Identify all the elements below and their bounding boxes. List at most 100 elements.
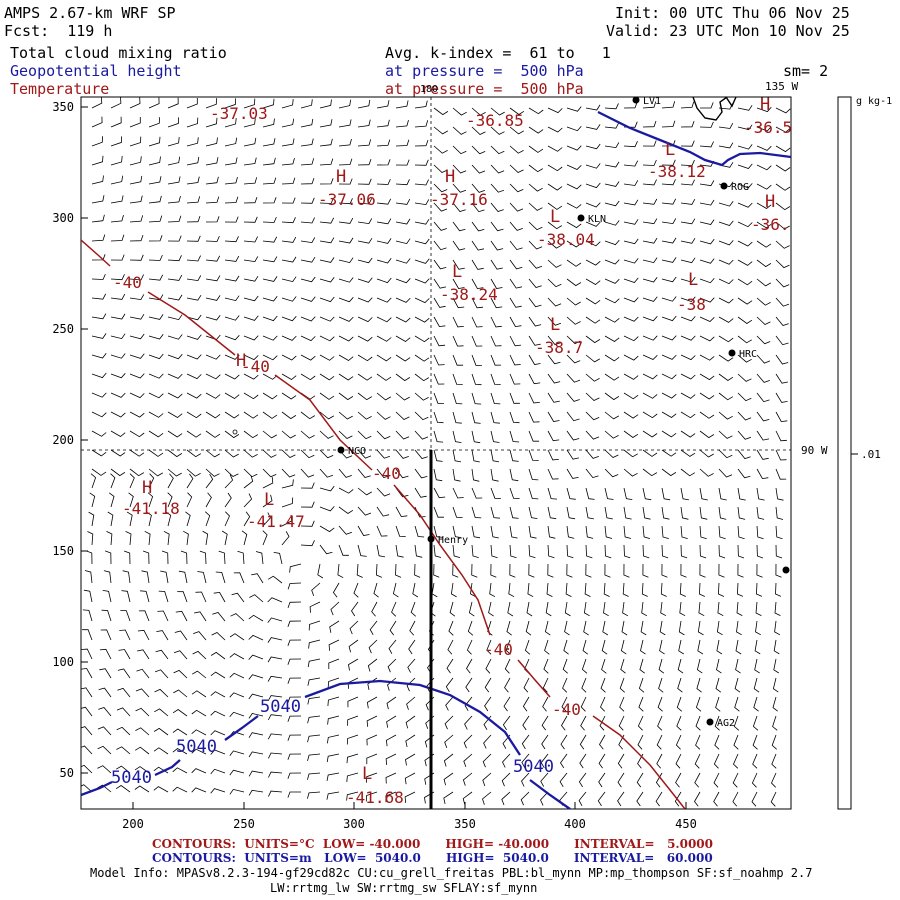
wind-barb bbox=[210, 691, 226, 698]
wind-barb bbox=[471, 430, 481, 444]
wind-barb bbox=[281, 411, 297, 420]
wind-barb bbox=[129, 117, 141, 128]
temperature-label: -41.18 bbox=[122, 499, 180, 518]
wind-barb bbox=[462, 791, 473, 805]
wind-barb bbox=[775, 430, 787, 442]
wind-barb bbox=[212, 612, 226, 622]
wind-barb bbox=[585, 278, 601, 285]
wind-barb bbox=[414, 487, 427, 498]
wind-barb bbox=[376, 449, 391, 459]
wind-barb bbox=[224, 468, 239, 477]
wind-barb bbox=[357, 297, 373, 303]
wind-barb bbox=[490, 240, 504, 251]
wind-barb bbox=[300, 449, 315, 459]
wind-barb bbox=[167, 137, 180, 147]
wind-barb bbox=[528, 354, 541, 365]
wind-barb bbox=[604, 335, 620, 342]
wind-barb bbox=[661, 449, 677, 457]
wind-barb bbox=[697, 639, 704, 655]
wind-barb bbox=[547, 335, 561, 345]
wind-barb bbox=[547, 259, 562, 268]
wind-barb bbox=[490, 183, 505, 193]
wind-barb bbox=[262, 354, 278, 361]
wind-barb bbox=[699, 297, 715, 303]
wind-barb bbox=[205, 392, 221, 399]
wind-barb bbox=[395, 258, 411, 264]
wind-barb bbox=[600, 696, 606, 712]
wind-barb bbox=[490, 373, 501, 385]
wind-barb bbox=[541, 715, 549, 731]
wind-barb bbox=[248, 693, 264, 700]
wind-barb bbox=[522, 696, 530, 712]
wind-barb bbox=[99, 668, 112, 679]
wind-barb bbox=[116, 726, 131, 736]
extremum-letter: L bbox=[688, 270, 698, 290]
wind-barb bbox=[138, 610, 150, 622]
wind-barb bbox=[129, 234, 144, 242]
wind-barb bbox=[694, 791, 701, 807]
wind-barb bbox=[699, 354, 715, 361]
wind-barb bbox=[414, 544, 423, 558]
wind-barb bbox=[148, 117, 160, 128]
wind-barb bbox=[623, 392, 639, 400]
wind-barb bbox=[357, 335, 373, 342]
wind-barb bbox=[718, 316, 734, 323]
wind-barb bbox=[191, 690, 207, 698]
wind-barb bbox=[680, 373, 696, 380]
wind-barb bbox=[619, 696, 625, 712]
wind-barb bbox=[623, 141, 638, 148]
wind-barb bbox=[326, 791, 340, 800]
wind-barb bbox=[376, 468, 390, 479]
wind-barb bbox=[186, 334, 202, 340]
wind-barb bbox=[566, 145, 582, 151]
wind-barb bbox=[700, 102, 714, 109]
wind-barb bbox=[471, 297, 484, 309]
wind-barb bbox=[134, 766, 150, 774]
wind-barb bbox=[604, 239, 620, 246]
wind-barb bbox=[642, 430, 658, 438]
wind-barb bbox=[604, 142, 620, 149]
wind-barb bbox=[117, 668, 131, 679]
wind-barb bbox=[84, 570, 93, 584]
wind-barb bbox=[81, 764, 93, 774]
wind-barb bbox=[267, 695, 283, 701]
wind-barb bbox=[471, 506, 482, 519]
wind-barb bbox=[699, 141, 714, 148]
wind-barb bbox=[604, 200, 620, 207]
wind-barb bbox=[775, 449, 787, 461]
wind-barb bbox=[623, 430, 639, 438]
wind-barb bbox=[408, 639, 416, 655]
wind-barb bbox=[604, 468, 619, 478]
wind-barb bbox=[504, 677, 511, 693]
wind-barb bbox=[243, 118, 256, 128]
temperature-label: -36.5 bbox=[744, 118, 792, 137]
wind-barb bbox=[376, 411, 391, 420]
wind-barb bbox=[262, 411, 278, 419]
wind-barb bbox=[452, 126, 467, 135]
wind-barb bbox=[262, 216, 277, 223]
wind-barb bbox=[718, 220, 734, 226]
wind-barb bbox=[585, 392, 600, 401]
wind-barb bbox=[167, 392, 183, 399]
wind-barb bbox=[718, 392, 734, 401]
wind-barb bbox=[566, 525, 575, 539]
wind-barb bbox=[167, 117, 179, 128]
wind-barb bbox=[737, 202, 753, 208]
wind-barb bbox=[524, 639, 531, 655]
wind-barb bbox=[148, 473, 155, 489]
wind-barb bbox=[110, 136, 122, 147]
wind-barb bbox=[366, 696, 378, 709]
wind-barb bbox=[210, 651, 226, 660]
wind-barb bbox=[210, 671, 226, 679]
wind-barb bbox=[248, 654, 264, 660]
wind-barb bbox=[357, 316, 373, 323]
wind-barb bbox=[680, 257, 696, 264]
wind-barb bbox=[328, 639, 340, 651]
wind-barb bbox=[657, 715, 663, 731]
wind-barb bbox=[319, 276, 335, 283]
wind-barb bbox=[470, 582, 476, 598]
wind-barb bbox=[172, 728, 188, 736]
wind-barb bbox=[281, 479, 294, 489]
wind-barb bbox=[599, 734, 606, 750]
wind-barb bbox=[160, 570, 169, 584]
